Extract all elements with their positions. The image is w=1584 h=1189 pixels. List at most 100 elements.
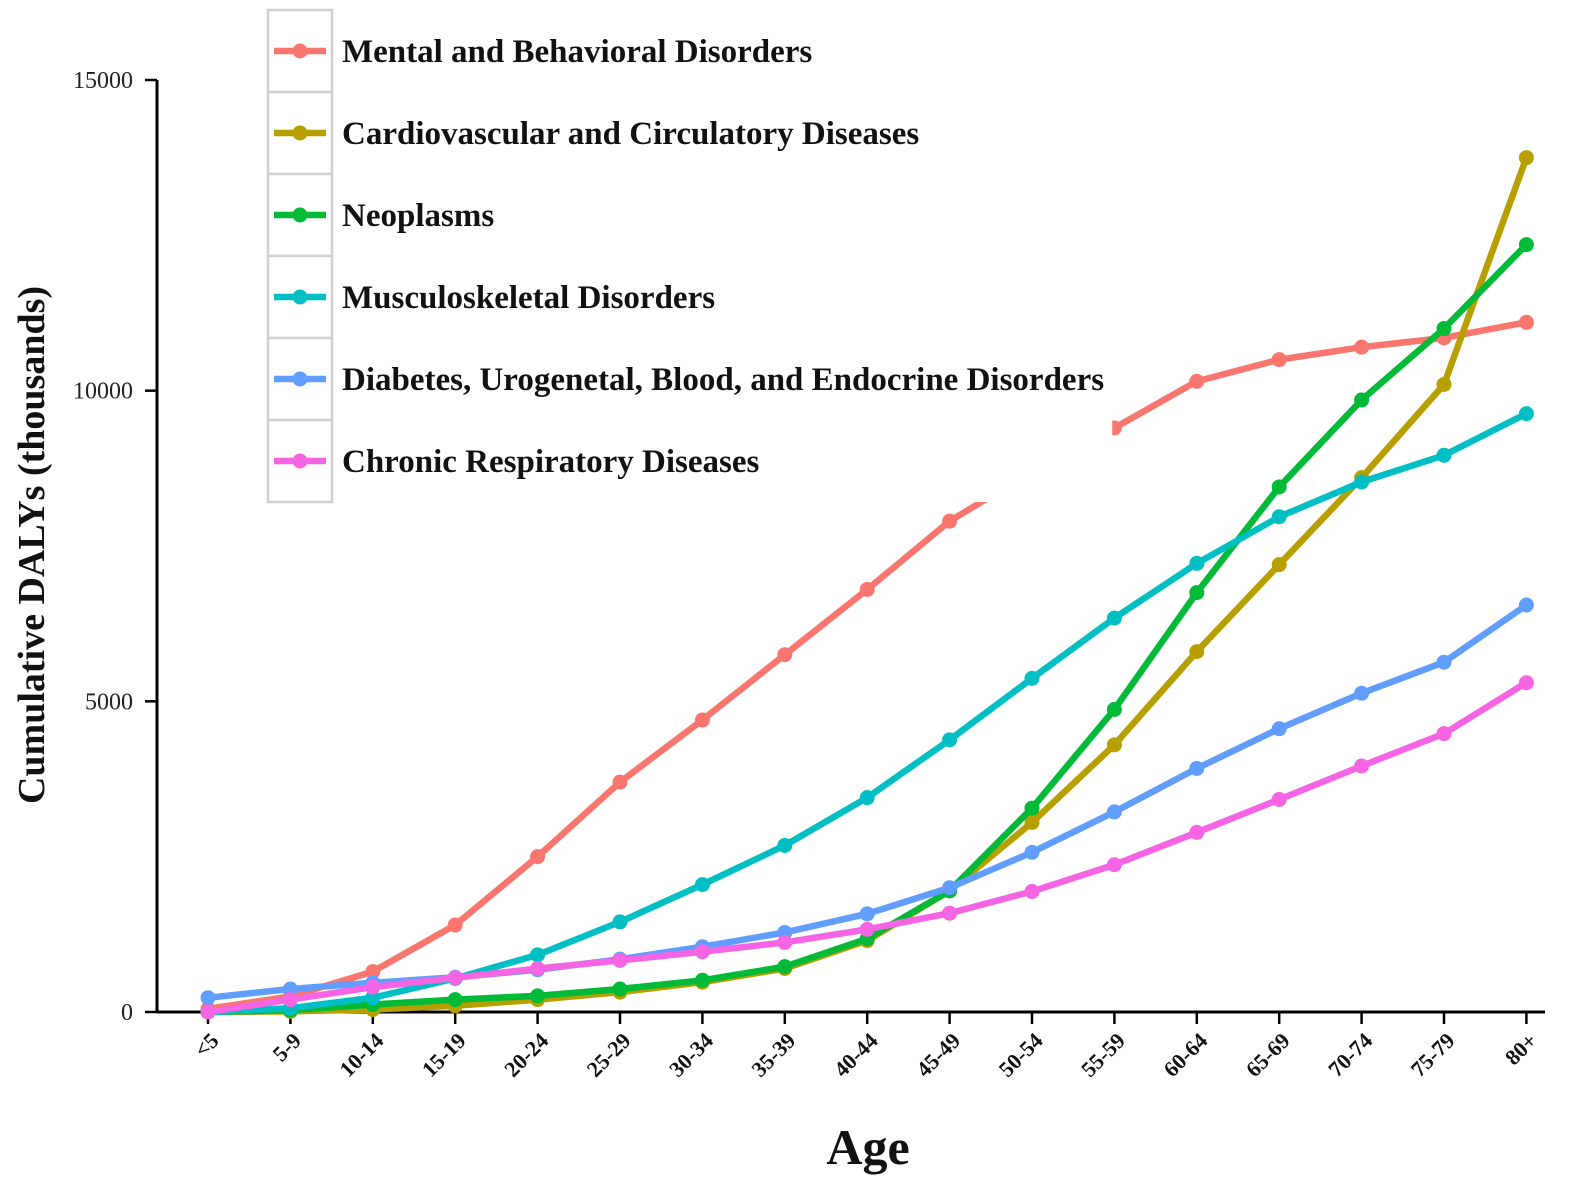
data-point [1518, 150, 1534, 166]
data-point [200, 990, 216, 1006]
data-point [447, 970, 463, 986]
data-point [1518, 237, 1534, 253]
data-point [1106, 701, 1122, 717]
data-point [1518, 597, 1534, 613]
data-point [612, 952, 628, 968]
data-point [1354, 392, 1370, 408]
x-tick-label: 70-74 [1323, 1028, 1377, 1082]
data-point [942, 732, 958, 748]
legend-label: Chronic Respiratory Diseases [342, 444, 760, 480]
x-tick-label: 65-69 [1241, 1028, 1295, 1082]
data-point [942, 513, 958, 529]
data-point [1354, 758, 1370, 774]
data-point [1189, 644, 1205, 660]
x-tick-label: <5 [189, 1028, 223, 1062]
data-point [694, 972, 710, 988]
data-point [1271, 509, 1287, 525]
x-tick-label: 40-44 [829, 1028, 883, 1082]
x-tick-label: 15-19 [417, 1028, 471, 1082]
data-point [1271, 352, 1287, 368]
data-point [1024, 670, 1040, 686]
data-point [1436, 726, 1452, 742]
data-point [777, 934, 793, 950]
x-tick-label: 35-39 [746, 1028, 800, 1082]
legend-label: Diabetes, Urogenetal, Blood, and Endocri… [342, 362, 1104, 398]
data-point [1189, 760, 1205, 776]
data-point [1106, 804, 1122, 820]
data-point [1106, 857, 1122, 873]
series-6 [200, 675, 1534, 1020]
data-point [1271, 792, 1287, 808]
legend-label: Cardiovascular and Circulatory Diseases [342, 116, 919, 152]
data-point [612, 774, 628, 790]
legend-key-point [292, 289, 308, 305]
data-point [1106, 610, 1122, 626]
data-point [1024, 800, 1040, 816]
data-point [1518, 675, 1534, 691]
x-tick-label: 20-24 [499, 1028, 553, 1082]
legend-key-point [292, 371, 308, 387]
data-point [447, 917, 463, 933]
data-point [447, 992, 463, 1008]
legend: Mental and Behavioral Disorders Cardiovas… [266, 8, 1113, 504]
x-tick-label: 10-14 [334, 1028, 388, 1082]
x-tick-label: 5-9 [268, 1028, 306, 1066]
data-point [282, 992, 298, 1008]
data-point [200, 1004, 216, 1020]
legend-key-point [292, 453, 308, 469]
y-tick-label: 15000 [73, 68, 133, 94]
data-point [530, 988, 546, 1004]
data-point [365, 979, 381, 995]
data-point [942, 880, 958, 896]
data-point [1024, 814, 1040, 830]
x-axis-label: Age [826, 1119, 909, 1175]
data-point [530, 849, 546, 865]
data-point [1436, 321, 1452, 337]
data-point [1354, 685, 1370, 701]
data-point [1189, 585, 1205, 601]
data-point [859, 581, 875, 597]
y-axis-label: Cumulative DALYs (thousands) [11, 286, 53, 804]
y-tick-label: 10000 [73, 379, 133, 405]
data-point [1271, 557, 1287, 573]
legend-label: Neoplasms [342, 198, 494, 234]
data-point [1189, 824, 1205, 840]
data-point [365, 990, 381, 1006]
series-line [204, 679, 1530, 1016]
data-point [1436, 447, 1452, 463]
data-point [859, 921, 875, 937]
data-point [777, 647, 793, 663]
data-point [1024, 844, 1040, 860]
x-tick-label: 75-79 [1406, 1028, 1460, 1082]
y-tick-label: 5000 [85, 689, 133, 715]
data-point [1436, 654, 1452, 670]
data-point [282, 981, 298, 997]
x-tick-label: 45-49 [911, 1028, 965, 1082]
data-point [1518, 314, 1534, 330]
legend-key-point [292, 207, 308, 223]
x-tick-label: 25-29 [582, 1028, 636, 1082]
data-point [1189, 555, 1205, 571]
series-4 [200, 406, 1534, 1020]
legend-label: Mental and Behavioral Disorders [342, 34, 812, 70]
data-point [365, 964, 381, 980]
data-point [612, 914, 628, 930]
data-point [1518, 406, 1534, 422]
legend-key-point [292, 43, 308, 59]
data-point [777, 959, 793, 975]
data-point [694, 944, 710, 960]
x-tick-label: 60-64 [1158, 1028, 1212, 1082]
data-point [1106, 737, 1122, 753]
data-point [1354, 339, 1370, 355]
data-point [777, 837, 793, 853]
x-tick-label: 50-54 [994, 1028, 1048, 1082]
data-point [694, 877, 710, 893]
x-tick-label: 80+ [1500, 1028, 1542, 1070]
data-point [1354, 474, 1370, 490]
x-tick-label: 55-59 [1076, 1028, 1130, 1082]
data-point [1271, 721, 1287, 737]
data-point [942, 905, 958, 921]
data-point [694, 712, 710, 728]
y-tick-label: 0 [121, 1000, 133, 1026]
